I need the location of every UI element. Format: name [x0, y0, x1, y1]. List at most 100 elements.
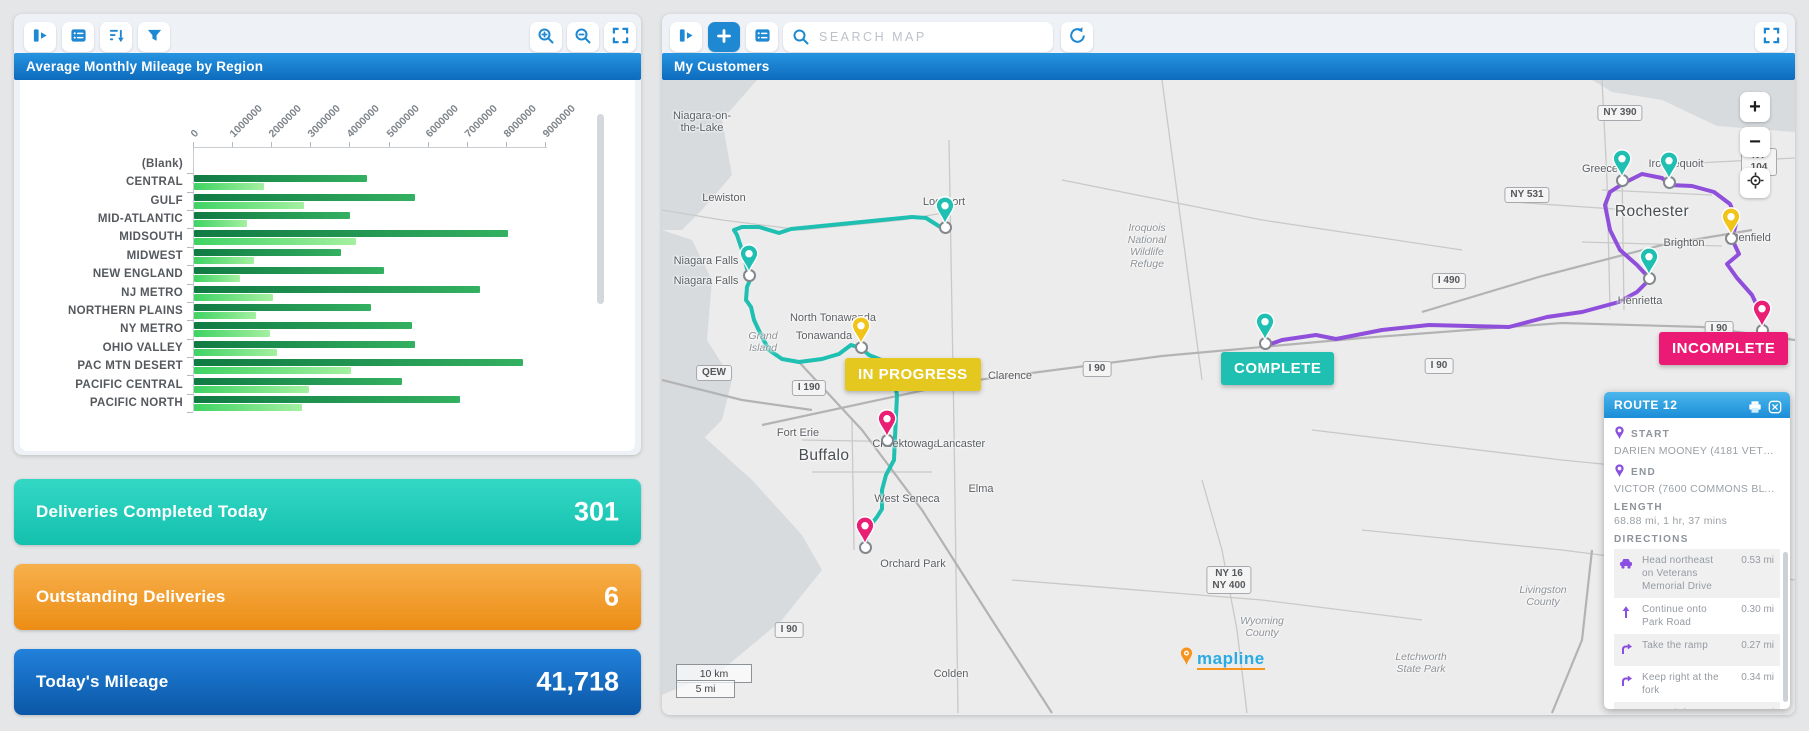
map-pin[interactable]: [876, 409, 898, 440]
map-pin[interactable]: [854, 516, 876, 547]
map-zoom-in-button[interactable]: +: [1740, 92, 1770, 122]
scale-km: 10 km: [676, 664, 752, 683]
x-tick-label: 8000000: [501, 102, 539, 140]
chart-row: PAC MTN DESERT: [20, 357, 635, 375]
kpi-value: 41,718: [536, 666, 619, 697]
category-label: PACIFIC CENTRAL: [75, 378, 183, 391]
bar-light-PACIFIC CENTRAL: [194, 385, 309, 393]
kpi-value: 301: [573, 496, 619, 527]
map-pin[interactable]: [850, 316, 872, 347]
road-shield: I 90: [1082, 361, 1112, 377]
map-canvas: [662, 80, 1795, 714]
category-label: (Blank): [141, 157, 183, 170]
kpi-deliveries-completed[interactable]: Deliveries Completed Today 301: [14, 479, 641, 545]
car-icon: [1618, 554, 1638, 575]
history-button[interactable]: [1061, 22, 1093, 52]
kpi-outstanding-deliveries[interactable]: Outstanding Deliveries 6: [14, 564, 641, 630]
category-label: NORTHERN PLAINS: [67, 304, 183, 317]
category-label: CENTRAL: [125, 176, 183, 189]
sort-button[interactable]: [100, 22, 132, 52]
route-info-panel: ROUTE 12 START DARIEN MOONEY (4181 VETER…: [1604, 392, 1790, 709]
history-icon: [1068, 26, 1087, 48]
route-status-label[interactable]: COMPLETE: [1221, 352, 1335, 385]
road-shield: NY 390: [1597, 105, 1643, 121]
direction-step: Head northeast on Veterans Memorial Driv…: [1614, 549, 1780, 598]
x-tick-label: 6000000: [423, 102, 461, 140]
fullscreen-icon: [1763, 27, 1780, 47]
bar-light-NY METRO: [194, 330, 270, 338]
chart-row: MIDWEST: [20, 247, 635, 265]
chart-row: MID-ATLANTIC: [20, 210, 635, 228]
map-panel: My Customers: [662, 14, 1795, 715]
x-tick-label: 7000000: [462, 102, 500, 140]
category-label: NEW ENGLAND: [92, 268, 183, 281]
map-viewport[interactable]: Niagara-on- the-LakeLewistonLockportNiag…: [662, 80, 1795, 715]
map-pin[interactable]: [1254, 312, 1276, 343]
fullscreen-button[interactable]: [604, 22, 636, 52]
kpi-todays-mileage[interactable]: Today's Mileage 41,718: [14, 649, 641, 715]
mapline-pin-icon: [1179, 647, 1194, 671]
x-tick-label: 9000000: [540, 102, 578, 140]
filter-icon: [146, 27, 163, 47]
bar-dark-NJ METRO: [194, 285, 480, 293]
map-zoom-out-button[interactable]: −: [1740, 127, 1770, 157]
kpi-label: Outstanding Deliveries: [36, 587, 226, 606]
route-panel-title: ROUTE 12: [1614, 398, 1678, 412]
chart-row: NEW ENGLAND: [20, 265, 635, 283]
plus-icon: [715, 27, 733, 48]
route-status-label[interactable]: IN PROGRESS: [845, 358, 981, 391]
map-pin[interactable]: [1751, 299, 1773, 330]
print-icon[interactable]: [1748, 397, 1762, 423]
route-length-value: 68.88 mi, 1 hr, 37 mins: [1614, 515, 1728, 527]
table-icon: [70, 27, 87, 47]
chart-row: NJ METRO: [20, 284, 635, 302]
close-icon[interactable]: [1768, 397, 1782, 423]
category-label: GULF: [150, 194, 183, 207]
map-search: [783, 22, 1053, 52]
list-view-button[interactable]: [746, 22, 778, 52]
add-button[interactable]: [708, 22, 740, 52]
zoom-out-button[interactable]: [567, 22, 599, 52]
route-end-value: VICTOR (7600 COMMONS BLVD, VIC...: [1614, 483, 1780, 495]
map-pin[interactable]: [1611, 149, 1633, 180]
road-shield: I 490: [1431, 273, 1467, 289]
bar-dark-OHIO VALLEY: [194, 340, 416, 348]
locate-button[interactable]: [1740, 168, 1770, 198]
map-pin[interactable]: [738, 244, 760, 275]
chart-row: PACIFIC NORTH: [20, 394, 635, 412]
bar-dark-NEW ENGLAND: [194, 267, 385, 275]
bar-light-PAC MTN DESERT: [194, 367, 351, 375]
x-tick-label: 2000000: [266, 102, 305, 140]
chart-scrollbar[interactable]: [597, 114, 604, 304]
arrow-left-icon: [1618, 707, 1638, 709]
x-tick-label: 1000000: [227, 102, 266, 140]
route-panel-scrollbar[interactable]: [1783, 552, 1788, 702]
search-input[interactable]: [783, 22, 1053, 52]
map-pin[interactable]: [934, 196, 956, 227]
road-shield: NY 16 NY 400: [1206, 566, 1252, 594]
route-panel-header: ROUTE 12: [1604, 392, 1790, 418]
road-shield: NY 531: [1504, 187, 1550, 203]
chart-title: Average Monthly Mileage by Region: [14, 53, 641, 80]
route-status-label[interactable]: INCOMPLETE: [1659, 332, 1789, 365]
panel-expand-button[interactable]: [670, 22, 702, 52]
fullscreen-button[interactable]: [1755, 22, 1787, 52]
panel-expand-button[interactable]: [24, 22, 56, 52]
zoom-in-icon: [537, 27, 555, 48]
chart-row: GULF: [20, 192, 635, 210]
filter-button[interactable]: [138, 22, 170, 52]
map-pin[interactable]: [1658, 151, 1680, 182]
x-tick-label: 5000000: [384, 102, 422, 140]
table-view-button[interactable]: [62, 22, 94, 52]
chart-row: MIDSOUTH: [20, 228, 635, 246]
map-pin[interactable]: [1720, 207, 1742, 238]
category-label: MID-ATLANTIC: [97, 213, 183, 226]
bar-dark-PAC MTN DESERT: [194, 359, 523, 367]
sort-icon: [108, 27, 125, 47]
zoom-in-button[interactable]: [530, 22, 562, 52]
bar-light-NORTHERN PLAINS: [194, 311, 257, 319]
map-pin[interactable]: [1638, 247, 1660, 278]
bar-dark-NY METRO: [194, 322, 413, 330]
table-icon: [754, 27, 771, 47]
chart-area: 0 1000000 2000000 3000000 4000000 5000000 6000…: [20, 80, 635, 451]
